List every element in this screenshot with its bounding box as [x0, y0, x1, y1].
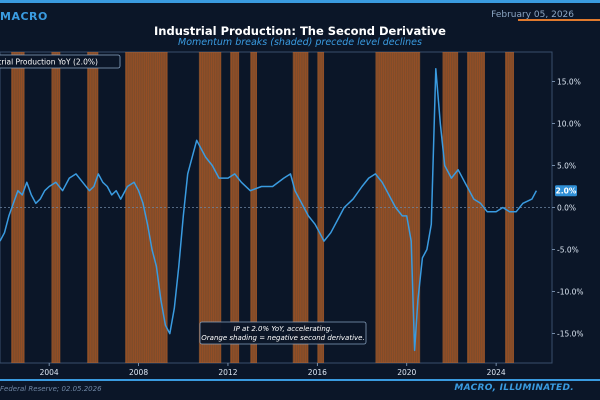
y-tick-label: 10.0%: [557, 119, 581, 128]
x-tick-label: 2012: [218, 368, 237, 377]
chart-subtitle: Momentum breaks (shaded) precede level d…: [178, 37, 422, 48]
shaded-period: [230, 52, 240, 363]
last-value-label: 2.0%: [556, 187, 577, 196]
shaded-period: [51, 52, 61, 363]
source-label: Federal Reserve; 02.05.2026: [0, 385, 102, 393]
x-tick-label: 2004: [40, 368, 59, 377]
chart-title: Industrial Production: The Second Deriva…: [154, 24, 446, 38]
annotation-box: [199, 321, 367, 345]
x-tick-label: 2008: [129, 368, 148, 377]
date-label: February 05, 2026: [491, 10, 574, 20]
top-orange-line: [518, 19, 600, 21]
series-line: [0, 68, 538, 352]
y-tick-label: -5.0%: [557, 246, 579, 255]
y-tick-label: -10.0%: [557, 288, 584, 297]
x-tick-label: 2016: [308, 368, 327, 377]
legend-label: Industrial Production YoY (2.0%): [0, 58, 98, 67]
annotation-text: Orange shading = negative second derivat…: [201, 334, 364, 342]
x-tick-label: 2020: [397, 368, 416, 377]
y-tick-label: 15.0%: [557, 77, 581, 86]
bottom-accent-line: [0, 379, 600, 381]
annotation-text: IP at 2.0% YoY, accelerating.: [234, 325, 333, 333]
legend-box: [0, 54, 121, 69]
top-accent-line: [0, 0, 600, 3]
brand-label: MACRO: [0, 10, 48, 23]
y-tick-label: 5.0%: [557, 161, 576, 170]
last-value-badge: [555, 185, 577, 197]
y-tick-label: 0.0%: [557, 204, 576, 213]
y-tick-label: -15.0%: [557, 330, 584, 339]
tagline-label: MACRO, ILLUMINATED.: [454, 383, 574, 393]
x-tick-label: 2024: [487, 368, 506, 377]
